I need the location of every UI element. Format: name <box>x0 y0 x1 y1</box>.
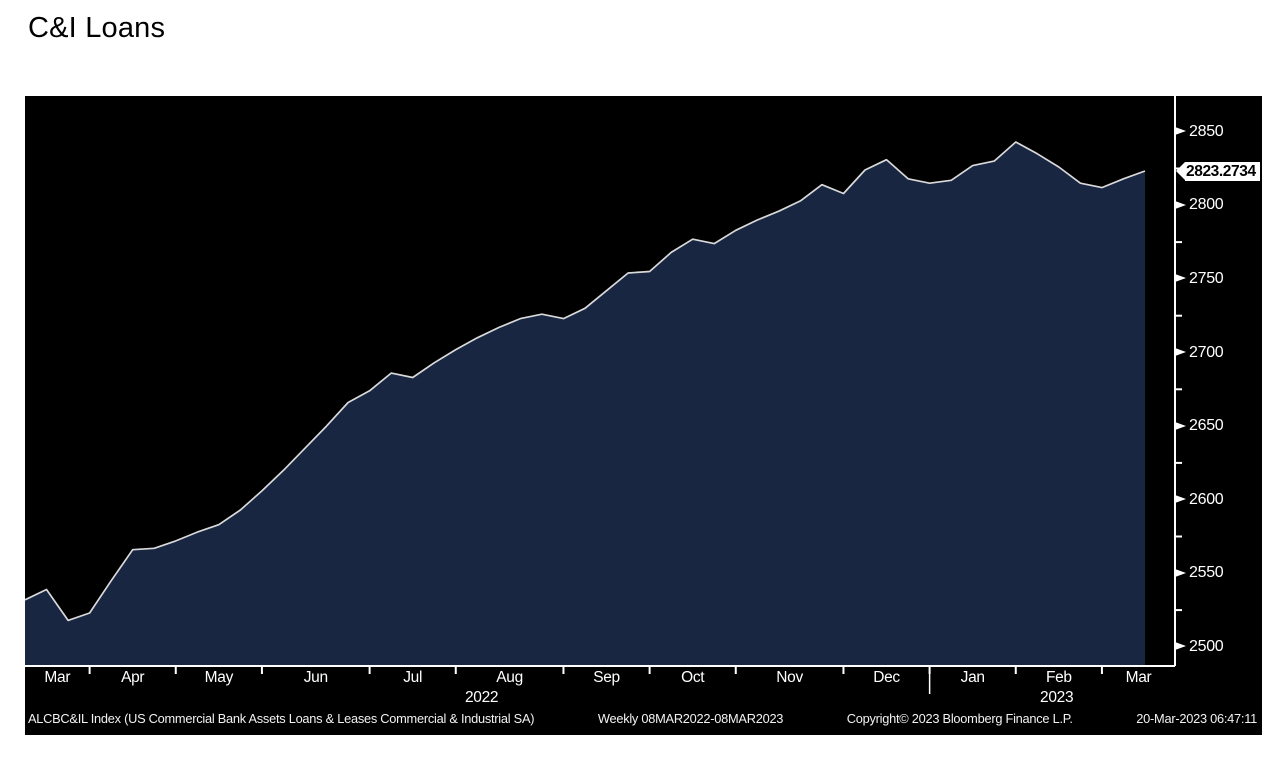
y-axis-label: 2800 <box>1189 196 1224 214</box>
x-axis-label: Nov <box>776 669 803 686</box>
footer-frequency-period: Weekly 08MAR2022-08MAR2023 <box>597 711 784 726</box>
y-axis-label: 2750 <box>1189 269 1224 287</box>
price-tag-arrow-icon <box>1176 162 1185 181</box>
x-axis-label: Jan <box>960 669 985 686</box>
y-axis-label: 2700 <box>1189 343 1224 361</box>
y-axis-tick-arrow-icon <box>1175 127 1186 136</box>
x-axis-label: Oct <box>681 669 705 686</box>
x-axis-label: Jul <box>403 669 423 686</box>
chart-panel: 2823.2734 ALCBC&IL Index (US Commercial … <box>25 96 1262 735</box>
last-price-tag: 2823.2734 <box>1176 161 1260 181</box>
x-axis-label: Mar <box>1125 669 1152 686</box>
footer-copyright: Copyright© 2023 Bloomberg Finance L.P. <box>846 711 1073 726</box>
x-axis-year-label: 2022 <box>464 689 499 706</box>
footer-index-description: ALCBC&IL Index (US Commercial Bank Asset… <box>28 711 535 726</box>
series-line <box>25 141 1146 622</box>
x-axis-label: Apr <box>121 669 145 686</box>
x-axis-label: Mar <box>44 669 71 686</box>
y-axis-tick-arrow-icon <box>1175 495 1186 504</box>
last-price-value: 2823.2734 <box>1185 161 1260 181</box>
y-axis-tick-arrow-icon <box>1175 642 1186 651</box>
y-axis-label: 2650 <box>1189 417 1224 435</box>
page-title: C&I Loans <box>28 12 166 44</box>
area-fill <box>25 142 1145 666</box>
y-axis-label: 2500 <box>1189 637 1224 655</box>
x-axis-year-label: 2023 <box>1040 689 1074 706</box>
y-axis-tick-arrow-icon <box>1175 274 1186 283</box>
y-axis-tick-arrow-icon <box>1175 421 1186 430</box>
y-axis-label: 2550 <box>1189 564 1224 582</box>
y-axis-tick-arrow-icon <box>1175 568 1186 577</box>
x-axis-label: Aug <box>496 669 523 686</box>
y-axis-label: 2600 <box>1189 490 1224 508</box>
footer-timestamp: 20-Mar-2023 06:47:11 <box>1136 711 1257 726</box>
y-axis-tick-arrow-icon <box>1175 348 1186 356</box>
x-axis-label: Sep <box>593 669 620 686</box>
x-axis-label: Dec <box>873 669 900 686</box>
y-axis-label: 2850 <box>1189 122 1224 140</box>
x-axis-label: Jun <box>303 669 328 686</box>
chart-footer: ALCBC&IL Index (US Commercial Bank Asset… <box>28 711 1257 726</box>
x-axis-label: May <box>204 669 234 686</box>
y-axis-tick-arrow-icon <box>1175 200 1186 209</box>
chart-canvas[interactable] <box>25 96 1262 735</box>
x-axis-label: Feb <box>1045 669 1072 686</box>
